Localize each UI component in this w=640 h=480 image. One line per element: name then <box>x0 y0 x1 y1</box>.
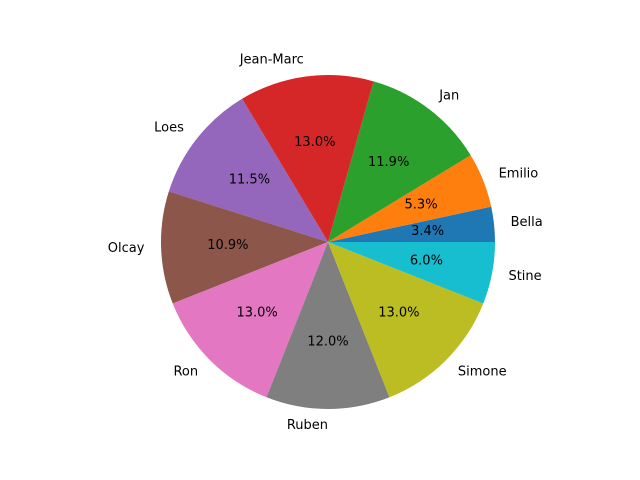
slice-pct-stine: 6.0% <box>410 253 443 268</box>
slice-pct-ron: 13.0% <box>236 305 277 320</box>
pie-slice-jan <box>328 81 471 243</box>
slice-pct-jean-marc: 13.0% <box>294 135 335 150</box>
pie-slice-ruben <box>266 242 390 409</box>
slice-pct-olcay: 10.9% <box>207 238 248 253</box>
slice-label-emilio: Emilio <box>499 166 539 181</box>
slice-pct-ruben: 12.0% <box>307 335 348 350</box>
slice-label-jean-marc: Jean-Marc <box>239 52 304 67</box>
slice-pct-bella: 3.4% <box>411 224 444 239</box>
pie-labels: Bella 3.4% Emilio 5.3% Jan 11.9% Jean-Marc 13.0… <box>108 52 543 433</box>
slice-label-ron: Ron <box>173 364 198 379</box>
pie-slice-jean-marc <box>242 74 374 242</box>
pie-slice-ron <box>172 242 328 398</box>
pie-slice-stine <box>328 242 495 304</box>
pie-slices <box>161 74 496 409</box>
pie-slice-olcay <box>161 191 328 304</box>
slice-label-stine: Stine <box>508 269 541 284</box>
pie-slice-simone <box>328 242 484 398</box>
pie-slice-emilio <box>328 155 492 242</box>
pie-slice-bella <box>328 206 496 242</box>
slice-label-loes: Loes <box>154 121 184 136</box>
slice-label-olcay: Olcay <box>108 241 145 256</box>
slice-label-simone: Simone <box>458 364 507 379</box>
slice-label-bella: Bella <box>511 215 543 230</box>
slice-pct-simone: 13.0% <box>378 305 419 320</box>
slice-pct-emilio: 5.3% <box>405 197 438 212</box>
slice-pct-loes: 11.5% <box>229 172 270 187</box>
slice-label-jan: Jan <box>438 88 459 103</box>
pie-slice-loes <box>168 98 328 242</box>
slice-pct-jan: 11.9% <box>368 155 409 170</box>
slice-label-ruben: Ruben <box>287 418 328 433</box>
